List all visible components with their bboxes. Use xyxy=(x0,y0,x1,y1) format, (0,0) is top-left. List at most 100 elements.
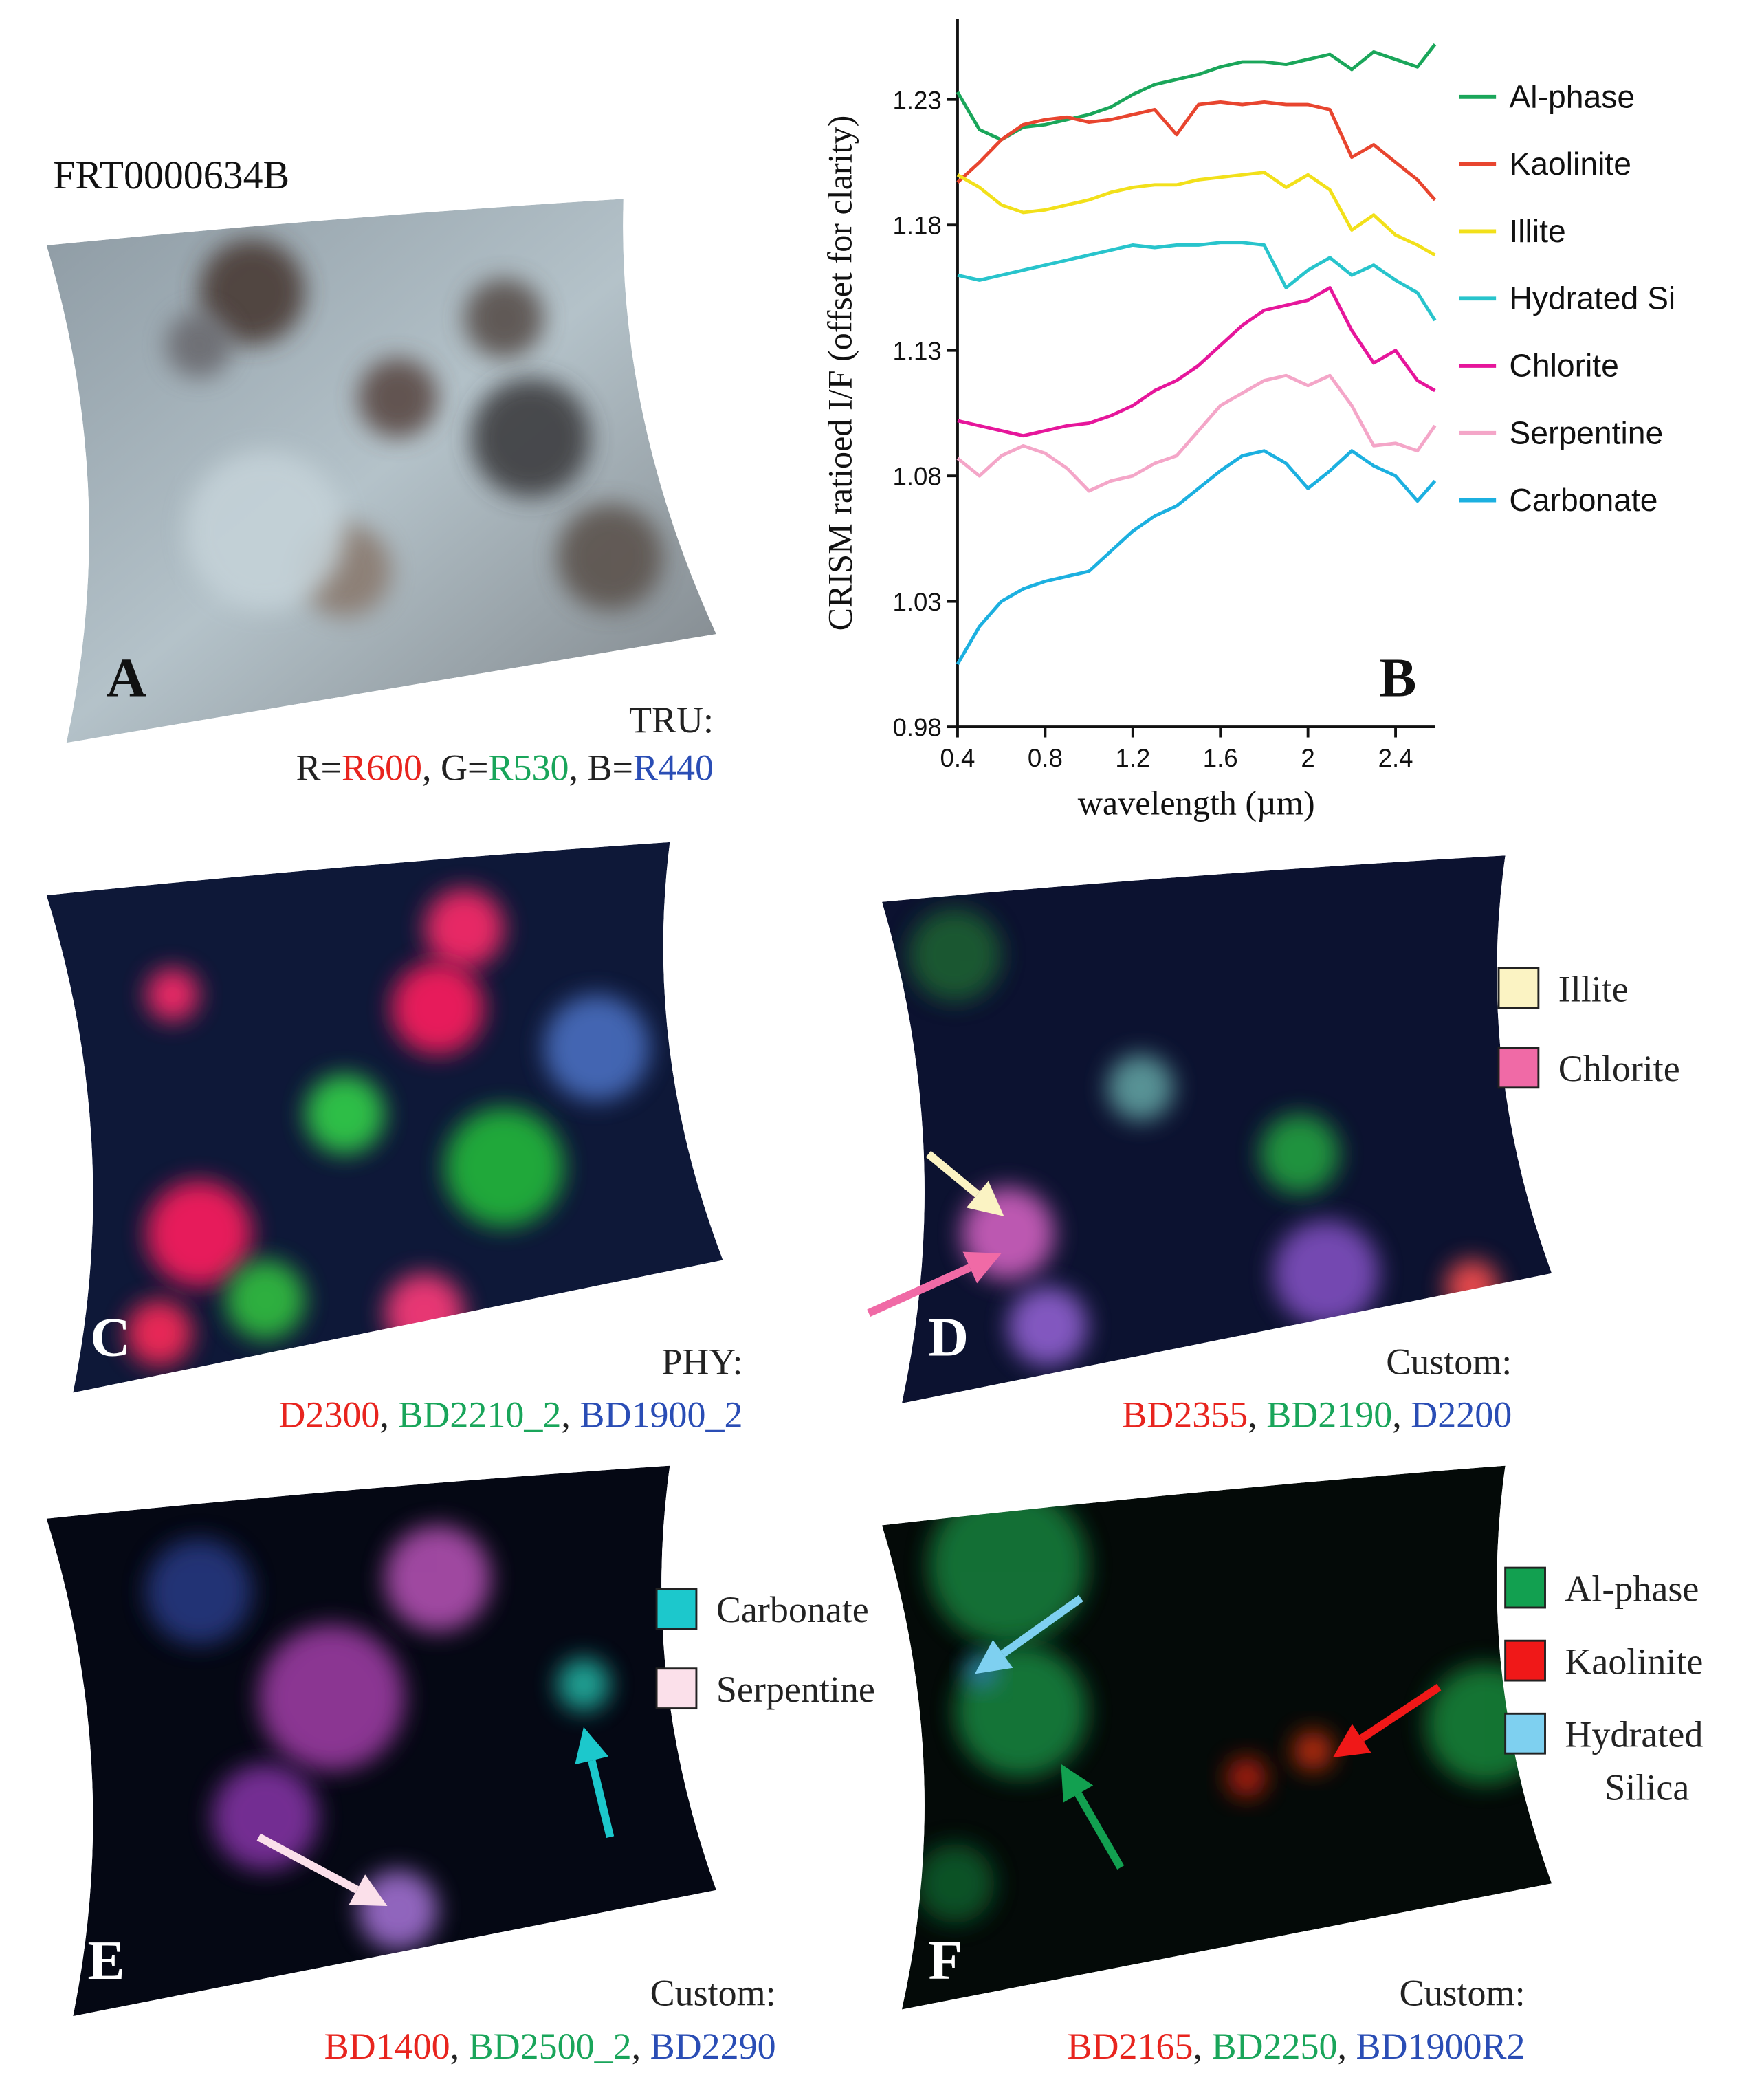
spectrum-line xyxy=(956,43,1437,142)
image-feature xyxy=(908,908,1002,1002)
caption-part: , xyxy=(450,2026,469,2067)
panel-label: A xyxy=(107,647,147,709)
legend-label: Illite xyxy=(1558,968,1629,1009)
image-feature xyxy=(305,1074,385,1154)
composite-caption: D2300, BD2210_2, BD1900_2 xyxy=(278,1394,742,1436)
image-feature xyxy=(384,1525,491,1632)
panel-label: B xyxy=(1379,647,1416,709)
image-panel xyxy=(46,1465,716,2017)
image-feature xyxy=(391,961,485,1055)
composite-mode: Custom: xyxy=(1386,1341,1512,1382)
caption-part: R= xyxy=(296,747,341,788)
image-feature xyxy=(146,968,199,1022)
arrow xyxy=(256,1833,388,1907)
caption-part: BD1900R2 xyxy=(1356,2026,1525,2067)
y-tick-label: 1.03 xyxy=(892,588,941,616)
spectrum-line xyxy=(956,449,1437,666)
spectrum-line xyxy=(956,373,1437,493)
caption-part: R600 xyxy=(342,747,422,788)
image-panel xyxy=(46,199,716,743)
panel-title: FRT0000634B xyxy=(53,153,289,197)
image-feature xyxy=(928,1485,1088,1645)
caption-part: , B= xyxy=(569,747,632,788)
legend-label: Al-phase xyxy=(1565,1568,1699,1609)
legend-label: Silica xyxy=(1605,1767,1689,1808)
image-feature xyxy=(424,888,505,969)
legend-label: Carbonate xyxy=(1509,482,1657,518)
caption-part: BD2355 xyxy=(1122,1394,1248,1436)
caption-part: , xyxy=(379,1394,398,1436)
image-feature xyxy=(557,1658,610,1711)
arrow xyxy=(925,1150,1004,1216)
composite-mode: PHY: xyxy=(661,1341,742,1382)
image-feature xyxy=(126,1300,192,1366)
legend-swatch xyxy=(1504,1639,1546,1682)
composite-caption: R=R600, G=R530, B=R440 xyxy=(296,747,714,788)
legend-swatch xyxy=(1504,1566,1546,1609)
image-feature xyxy=(212,1764,319,1870)
legend-label: Chlorite xyxy=(1509,347,1618,383)
arrow-head xyxy=(1061,1764,1094,1803)
spectrum-line xyxy=(956,171,1436,257)
image-panel xyxy=(882,855,1552,1403)
composite-mode: Custom: xyxy=(650,1973,776,2014)
arrow-shaft xyxy=(1074,1792,1125,1870)
panel-label: D xyxy=(929,1306,969,1368)
spectrum-line xyxy=(957,286,1436,438)
image-background xyxy=(46,199,716,743)
composite-caption: BD1400, BD2500_2, BD2290 xyxy=(324,2026,776,2067)
arrow-head xyxy=(975,1639,1013,1674)
image-feature xyxy=(1107,1054,1174,1121)
image-feature xyxy=(471,377,591,498)
caption-part: D2200 xyxy=(1411,1394,1512,1436)
image-feature xyxy=(358,1870,438,1950)
arrow-shaft xyxy=(588,1759,615,1839)
arrow-shaft xyxy=(1000,1595,1083,1658)
caption-part: BD2500_2 xyxy=(469,2026,632,2067)
image-feature xyxy=(1008,1286,1088,1366)
legend-label: Chlorite xyxy=(1558,1048,1680,1089)
image-feature xyxy=(1445,1260,1499,1313)
caption-part: R530 xyxy=(488,747,569,788)
legend-label: Kaolinite xyxy=(1509,146,1631,182)
arrow xyxy=(1332,1683,1442,1757)
composite-mode: Custom: xyxy=(1400,1973,1525,2014)
legend-label: Al-phase xyxy=(1509,78,1635,114)
arrow xyxy=(575,1727,615,1839)
y-tick-label: 1.13 xyxy=(892,337,941,365)
legend-swatch xyxy=(1497,967,1540,1009)
caption-part: R440 xyxy=(633,747,714,788)
x-tick-label: 0.8 xyxy=(1028,744,1063,772)
image-feature xyxy=(358,358,438,438)
caption-part: BD2165 xyxy=(1067,2026,1193,2067)
arrow-shaft xyxy=(1359,1683,1442,1742)
image-feature xyxy=(1273,1220,1380,1327)
image-panel xyxy=(46,842,723,1393)
image-feature xyxy=(146,1180,252,1287)
arrow-shaft xyxy=(925,1150,980,1198)
legend-label: Serpentine xyxy=(1509,415,1663,450)
image-feature xyxy=(1226,1757,1267,1797)
image-background xyxy=(882,855,1552,1403)
y-tick-label: 0.98 xyxy=(892,714,941,742)
legend-label: Hydrated Si xyxy=(1509,281,1675,316)
y-tick-label: 1.23 xyxy=(892,86,941,114)
caption-part: D2300 xyxy=(278,1394,379,1436)
arrow xyxy=(867,1251,1002,1317)
arrow-shaft xyxy=(867,1264,972,1317)
legend-label: Illite xyxy=(1509,213,1565,249)
caption-part: BD2210_2 xyxy=(398,1394,561,1436)
caption-part: , xyxy=(561,1394,580,1436)
arrow-head xyxy=(575,1727,609,1765)
legend-label: Hydrated xyxy=(1565,1714,1703,1755)
image-feature xyxy=(384,1273,465,1353)
image-feature xyxy=(258,1625,405,1771)
image-feature xyxy=(544,994,650,1102)
image-feature xyxy=(166,311,232,378)
x-tick-label: 2 xyxy=(1301,744,1314,772)
x-tick-label: 1.2 xyxy=(1115,744,1150,772)
legend-label: Serpentine xyxy=(716,1669,875,1710)
arrow xyxy=(975,1595,1083,1674)
image-feature xyxy=(1259,1114,1340,1194)
